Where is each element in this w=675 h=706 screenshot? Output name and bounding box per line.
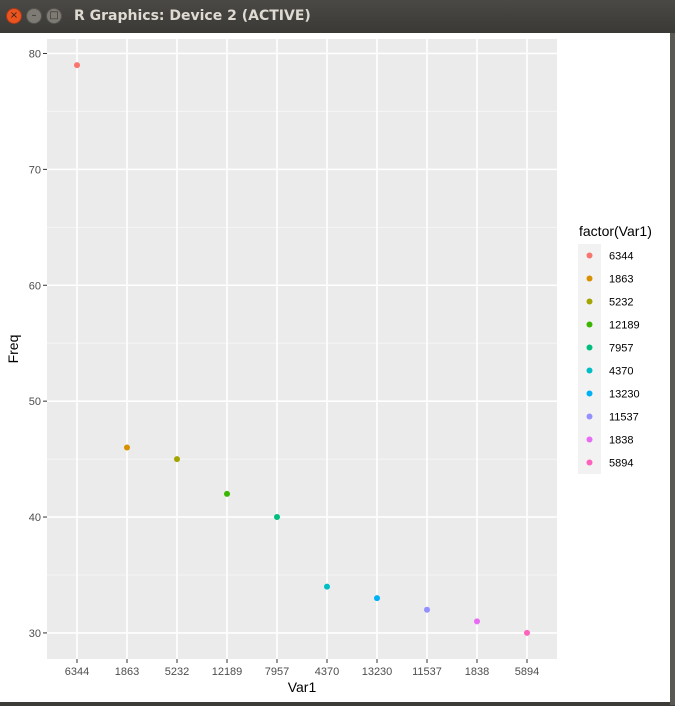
x-tick-label: 5232 bbox=[165, 666, 189, 678]
x-tick-label: 6344 bbox=[65, 666, 89, 678]
legend-label: 1863 bbox=[609, 274, 633, 286]
data-point bbox=[124, 444, 130, 451]
legend-key-background bbox=[578, 244, 601, 474]
legend-label: 5232 bbox=[609, 297, 633, 309]
y-tick-label: 70 bbox=[29, 164, 41, 176]
y-tick-label: 60 bbox=[29, 280, 41, 292]
x-tick-label: 4370 bbox=[315, 666, 339, 678]
plot-canvas: 30 40 50 60 70 80 6344 1863 5232 12189 7957 4370 13… bbox=[0, 33, 670, 702]
data-point bbox=[74, 62, 80, 69]
data-points bbox=[74, 62, 530, 636]
y-tick-label: 80 bbox=[29, 48, 41, 60]
legend-key bbox=[586, 344, 593, 351]
close-icon: × bbox=[9, 10, 19, 21]
legend-title: factor(Var1) bbox=[579, 223, 652, 239]
x-tick-label: 12189 bbox=[212, 666, 243, 678]
legend-key bbox=[586, 367, 593, 374]
legend-items: 6344 1863 5232 12189 7957 4370 13230 11537 1838 5… bbox=[586, 251, 640, 470]
legend-key bbox=[586, 298, 593, 305]
close-button[interactable]: × bbox=[6, 8, 22, 24]
legend-label: 13230 bbox=[609, 389, 640, 401]
x-tick-label: 13230 bbox=[362, 666, 393, 678]
x-tick-label: 7957 bbox=[265, 666, 289, 678]
maximize-button[interactable]: □ bbox=[46, 8, 62, 24]
legend-key bbox=[586, 390, 593, 397]
x-tick-label: 1838 bbox=[465, 666, 489, 678]
x-tick-label: 5894 bbox=[515, 666, 539, 678]
data-point bbox=[424, 606, 430, 613]
x-axis: 6344 1863 5232 12189 7957 4370 13230 11537 1838 5… bbox=[65, 659, 539, 678]
plot-panel bbox=[47, 39, 557, 659]
legend-key bbox=[586, 436, 593, 443]
x-tick-label: 1863 bbox=[115, 666, 139, 678]
legend-key bbox=[586, 413, 593, 420]
data-point bbox=[274, 514, 280, 521]
title-bar[interactable]: × – □ R Graphics: Device 2 (ACTIVE) bbox=[0, 0, 675, 33]
x-tick-label: 11537 bbox=[412, 666, 442, 678]
legend-key bbox=[586, 252, 593, 259]
data-point bbox=[374, 595, 380, 602]
data-point bbox=[524, 629, 530, 636]
scatter-chart: 30 40 50 60 70 80 6344 1863 5232 12189 7957 4370 13… bbox=[5, 39, 652, 695]
minimize-icon: – bbox=[31, 10, 37, 21]
legend: factor(Var1) 6344 1863 5232 12189 7957 4370 13… bbox=[578, 223, 652, 474]
legend-label: 11537 bbox=[609, 412, 639, 424]
legend-label: 5894 bbox=[609, 458, 633, 470]
legend-label: 4370 bbox=[609, 366, 633, 378]
minimize-button[interactable]: – bbox=[26, 8, 42, 24]
legend-label: 7957 bbox=[609, 343, 633, 355]
grid-minor-lines bbox=[47, 110, 557, 576]
window-title: R Graphics: Device 2 (ACTIVE) bbox=[74, 8, 311, 24]
legend-key bbox=[586, 321, 593, 328]
legend-key bbox=[586, 275, 593, 282]
x-axis-label: Var1 bbox=[288, 679, 317, 695]
data-point bbox=[174, 456, 180, 463]
y-tick-label: 30 bbox=[29, 628, 41, 640]
y-axis: 30 40 50 60 70 80 bbox=[29, 48, 47, 640]
data-point bbox=[324, 583, 330, 590]
data-point bbox=[224, 490, 230, 497]
maximize-icon: □ bbox=[49, 10, 59, 21]
legend-label: 1838 bbox=[609, 435, 633, 447]
y-axis-label: Freq bbox=[5, 335, 21, 364]
grid-major-lines bbox=[47, 39, 557, 659]
data-point bbox=[474, 618, 480, 625]
legend-label: 6344 bbox=[609, 251, 633, 263]
y-tick-label: 50 bbox=[29, 396, 41, 408]
legend-label: 12189 bbox=[609, 320, 640, 332]
window-right-edge bbox=[670, 33, 675, 705]
y-tick-label: 40 bbox=[29, 512, 41, 524]
legend-key bbox=[586, 459, 593, 466]
